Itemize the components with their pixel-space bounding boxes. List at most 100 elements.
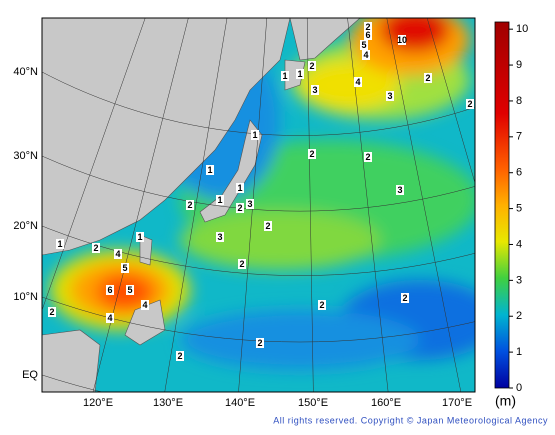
contour-label-bg: [264, 221, 272, 231]
contour-label: 4: [355, 77, 360, 87]
contour-label-bg: [136, 232, 144, 242]
lon-label: 140°E: [225, 397, 255, 409]
contour-label: 2: [309, 61, 314, 71]
contour-label: 3: [217, 232, 222, 242]
contour-label: 2: [365, 22, 370, 32]
contour-label-bg: [56, 239, 64, 249]
contour-label: 1: [57, 239, 62, 249]
colorbar-tick-label: 2: [516, 310, 522, 322]
contour-label-bg: [236, 183, 244, 193]
colorbar-tick-label: 8: [516, 95, 522, 107]
contour-label-bg: [238, 259, 246, 269]
contour-label: 1: [297, 69, 302, 79]
contour-label: 5: [361, 40, 366, 50]
contour-label-bg: [398, 35, 406, 45]
lat-label: 30°N: [13, 150, 38, 162]
meridian: [238, 18, 268, 392]
meridian: [164, 18, 228, 392]
contour-label: 2: [265, 221, 270, 231]
meridian: [42, 18, 146, 311]
contour-label: 2: [257, 338, 262, 348]
copyright: All rights reserved. Copyright © Japan M…: [273, 415, 548, 425]
contour-label-bg: [386, 91, 394, 101]
contour-label-bg: [360, 40, 368, 50]
meridian: [306, 18, 314, 392]
contour-label-bg: [176, 351, 184, 361]
meridian: [347, 18, 389, 392]
contour-label-bg: [106, 313, 114, 323]
colorbar-tick-label: 1: [516, 346, 522, 358]
colorbar-tick-label: 4: [516, 238, 522, 250]
contour-label-bg: [396, 185, 404, 195]
contour-label: 3: [397, 185, 402, 195]
lon-label: 160°E: [371, 397, 401, 409]
meridian: [386, 18, 462, 392]
contour-label-bg: [114, 249, 122, 259]
colorbar-tick-label: 6: [516, 167, 522, 179]
meridian: [92, 18, 189, 392]
contour-label: 4: [115, 249, 120, 259]
contour-label-bg: [246, 199, 254, 209]
contour-label-bg: [296, 69, 304, 79]
colorbar: [494, 21, 510, 389]
contour-label-bg: [251, 130, 259, 140]
map-frame: [41, 17, 476, 393]
contour-label-bg: [256, 338, 264, 348]
contour-label-bg: [354, 77, 362, 87]
contour-label: 2: [319, 300, 324, 310]
contour-label-bg: [48, 307, 56, 317]
contour-label-bg: [401, 293, 409, 303]
colorbar-tick-label: 10: [516, 23, 528, 35]
contour-label: 2: [402, 293, 407, 303]
contour-label-bg: [121, 263, 129, 273]
contour-label: 2: [177, 351, 182, 361]
contour-label: 10: [397, 35, 407, 45]
contour-label-bg: [364, 30, 372, 40]
contour-label: 5: [122, 263, 127, 273]
contour-label: 4: [107, 313, 112, 323]
contour-label-bg: [206, 165, 214, 175]
contour-label: 3: [312, 85, 317, 95]
contour-label: 3: [387, 91, 392, 101]
parallel: [42, 296, 475, 343]
contour-label-bg: [141, 300, 149, 310]
contour-label-bg: [216, 195, 224, 205]
lon-label: 130°E: [153, 397, 183, 409]
lat-label: EQ: [22, 369, 38, 381]
contour-label: 2: [93, 243, 98, 253]
contour-label: 4: [363, 50, 368, 60]
colorbar-tick-label: 3: [516, 274, 522, 286]
lon-label: 120°E: [83, 397, 113, 409]
contour-label-bg: [364, 22, 372, 32]
contour-label-bg: [186, 200, 194, 210]
contour-label: 3: [247, 199, 252, 209]
contour-label: 6: [107, 285, 112, 295]
parallel: [42, 225, 475, 276]
contour-label: 1: [252, 130, 257, 140]
contour-label-bg: [424, 73, 432, 83]
contour-label-bg: [308, 149, 316, 159]
contour-label: 2: [365, 152, 370, 162]
contour-label-bg: [318, 300, 326, 310]
colorbar-tick-label: 7: [516, 131, 522, 143]
contour-label-bg: [466, 99, 474, 109]
contour-label: 1: [217, 195, 222, 205]
contour-label: 2: [239, 259, 244, 269]
contour-label: 5: [127, 285, 132, 295]
contour-label: 4: [142, 300, 147, 310]
lon-label: 170°E: [442, 397, 472, 409]
colorbar-tick-label: 0: [516, 382, 522, 394]
contour-label: 2: [425, 73, 430, 83]
colorbar-tick-label: 5: [516, 202, 522, 214]
contour-label-bg: [126, 285, 134, 295]
parallel: [42, 71, 475, 136]
parallel: [42, 155, 475, 212]
contour-label: 2: [187, 200, 192, 210]
lat-label: 10°N: [13, 291, 38, 303]
contour-label: 1: [137, 232, 142, 242]
contour-label-bg: [92, 243, 100, 253]
lon-label: 150°E: [298, 397, 328, 409]
contour-label-bg: [362, 50, 370, 60]
